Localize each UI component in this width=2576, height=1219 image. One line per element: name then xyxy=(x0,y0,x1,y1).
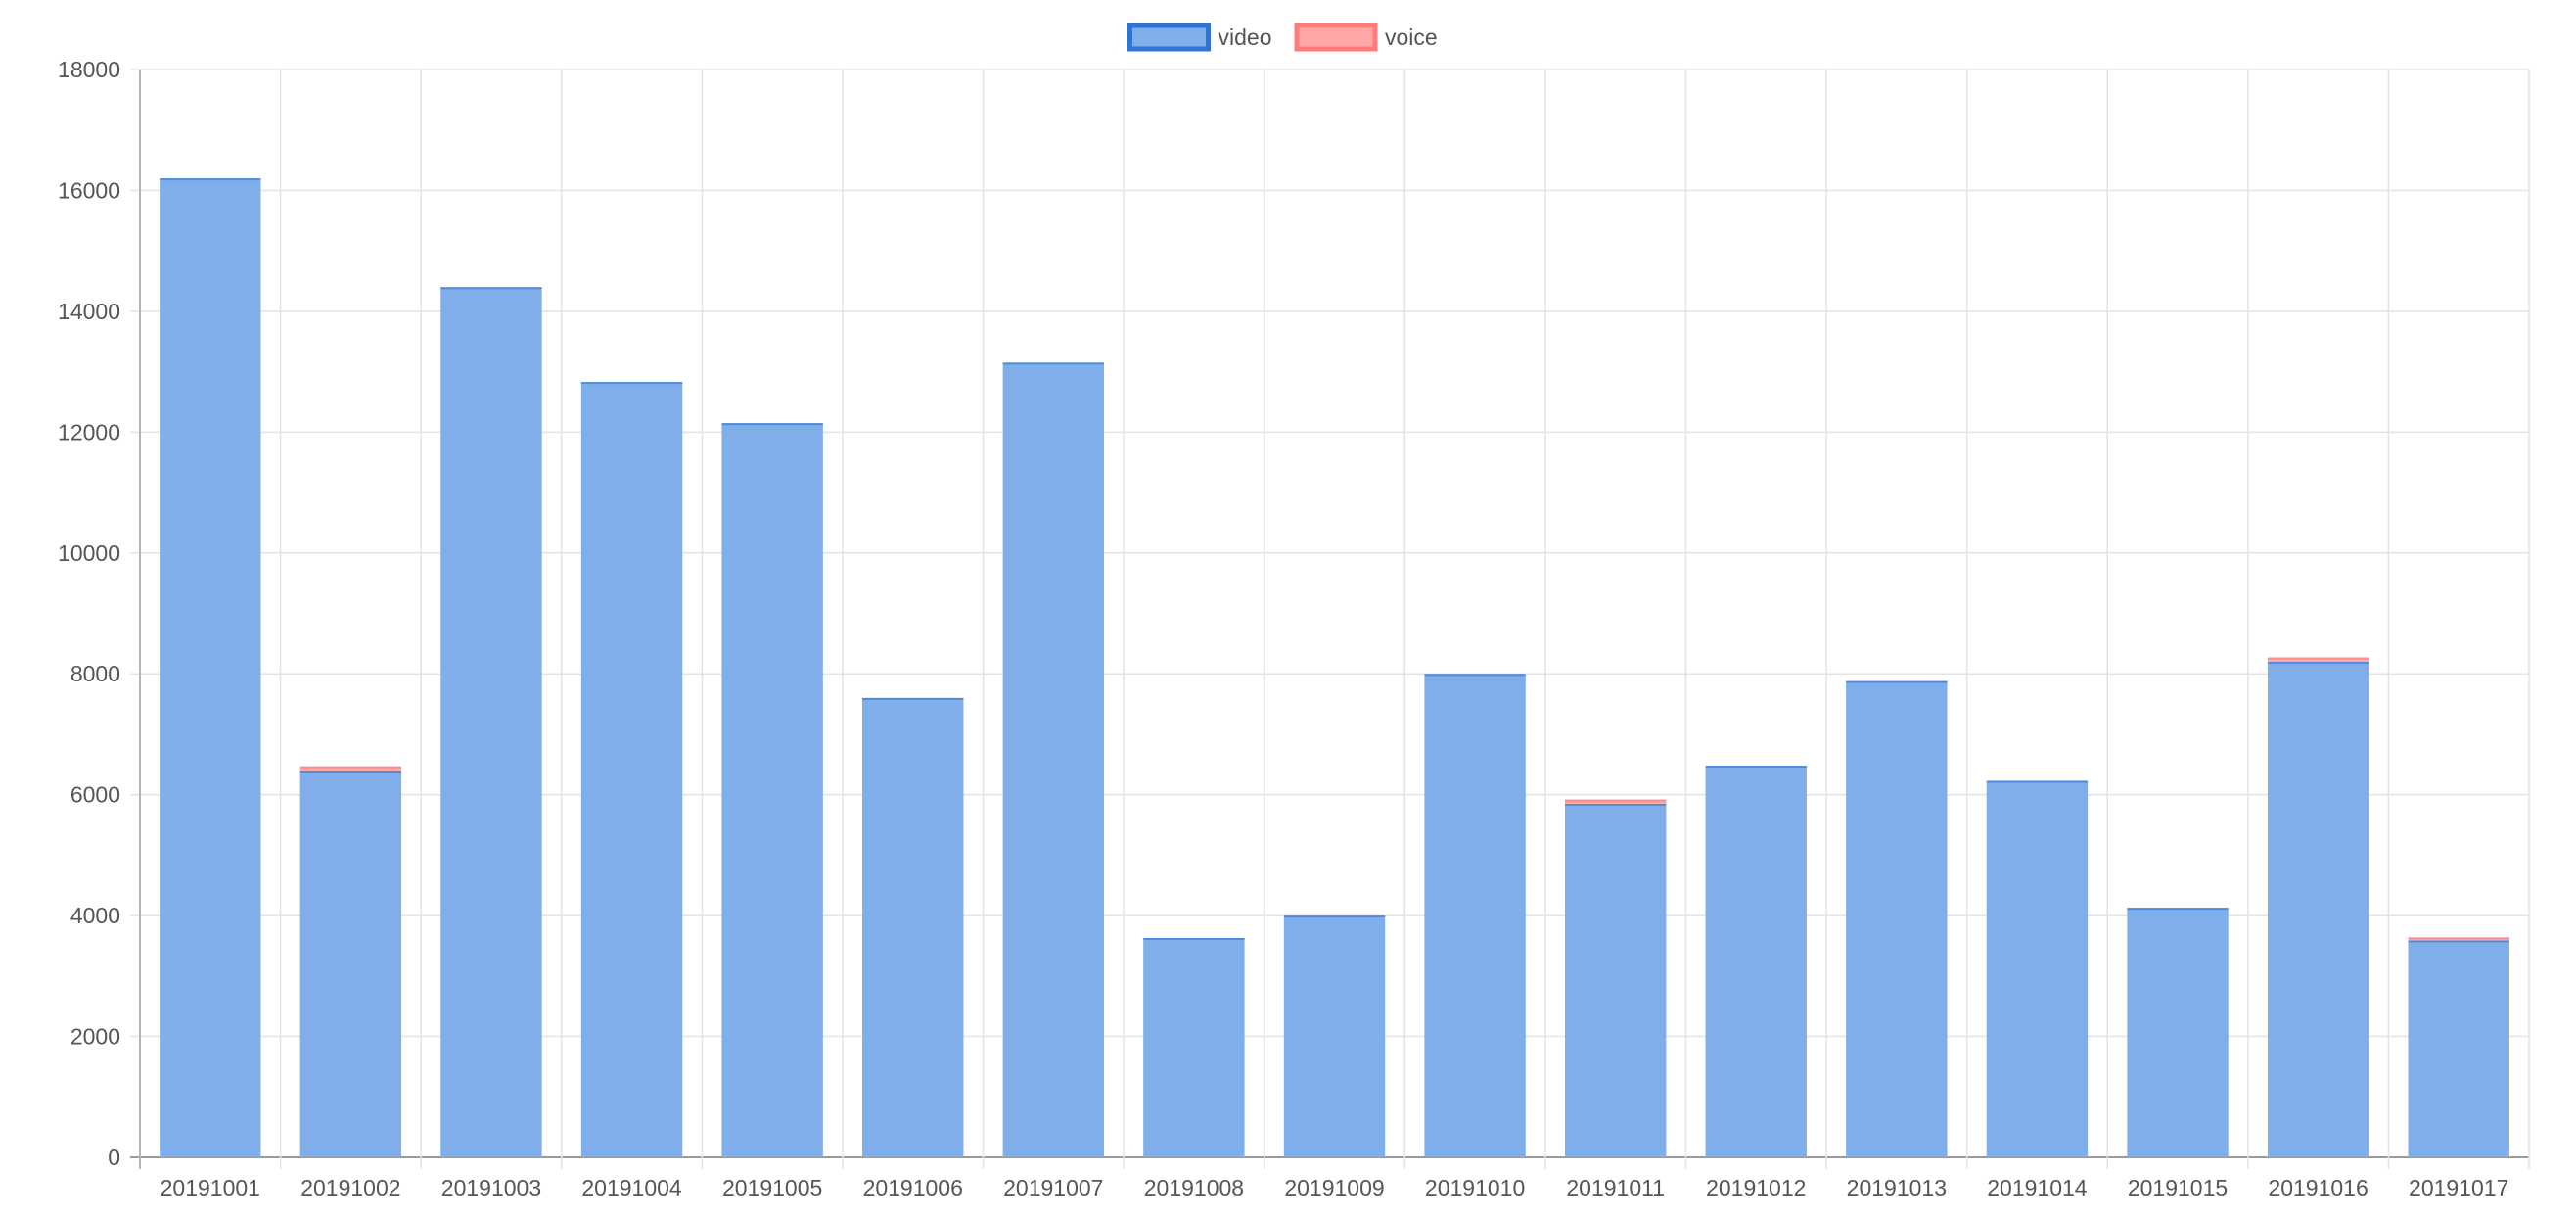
x-tick-label: 20191008 xyxy=(1144,1175,1244,1200)
legend-label-voice[interactable]: voice xyxy=(1385,24,1438,50)
axis-layer: 0 2000 4000 6000 8000 10000 12000 14000 16000 180… xyxy=(58,57,2508,1200)
x-tick-label: 20191017 xyxy=(2409,1175,2508,1200)
y-tick-label: 2000 xyxy=(70,1024,120,1050)
x-tick-label: 20191016 xyxy=(2268,1175,2368,1200)
bar-voice-20191011[interactable] xyxy=(1564,799,1667,804)
bar-video-20191005[interactable] xyxy=(721,423,823,1157)
x-tick-label: 20191009 xyxy=(1284,1175,1384,1200)
bar-video-20191012[interactable] xyxy=(1705,766,1807,1157)
bar-video-20191006[interactable] xyxy=(862,697,964,1157)
y-tick-label: 4000 xyxy=(70,903,120,928)
y-tick-label: 12000 xyxy=(58,419,120,445)
x-tick-label: 20191001 xyxy=(161,1175,260,1200)
y-tick-label: 14000 xyxy=(58,299,120,324)
legend: video voice xyxy=(1127,23,1438,52)
y-tick-label: 18000 xyxy=(58,57,120,82)
bar-video-20191014[interactable] xyxy=(1986,780,2089,1157)
legend-label-video[interactable]: video xyxy=(1219,24,1272,50)
bars-layer xyxy=(160,178,2509,1158)
bar-video-20191013[interactable] xyxy=(1846,680,1948,1157)
y-tick-label: 0 xyxy=(108,1145,120,1170)
x-tick-label: 20191006 xyxy=(863,1175,963,1200)
x-tick-label: 20191003 xyxy=(441,1175,541,1200)
x-tick-label: 20191004 xyxy=(581,1175,682,1200)
y-tick-label: 8000 xyxy=(70,661,120,686)
y-tick-label: 16000 xyxy=(58,177,120,203)
x-tick-label: 20191011 xyxy=(1566,1175,1665,1200)
bar-video-20191004[interactable] xyxy=(580,382,683,1157)
x-tick-label: 20191007 xyxy=(1003,1175,1103,1200)
legend-swatch-voice[interactable] xyxy=(1294,23,1378,52)
x-tick-label: 20191010 xyxy=(1425,1175,1525,1200)
bar-voice-20191002[interactable] xyxy=(299,766,402,771)
bar-voice-20191016[interactable] xyxy=(2267,657,2369,662)
bar-video-20191011[interactable] xyxy=(1564,803,1667,1157)
x-tick-label: 20191012 xyxy=(1706,1175,1806,1200)
bar-video-20191010[interactable] xyxy=(1424,674,1526,1157)
x-tick-label: 20191002 xyxy=(300,1175,400,1200)
y-tick-label: 6000 xyxy=(70,782,120,808)
bar-video-20191016[interactable] xyxy=(2267,661,2369,1157)
x-tick-label: 20191014 xyxy=(1987,1175,2088,1200)
y-tick-label: 10000 xyxy=(58,540,120,566)
bar-video-20191017[interactable] xyxy=(2408,940,2509,1157)
x-tick-label: 20191013 xyxy=(1847,1175,1947,1200)
x-tick-label: 20191015 xyxy=(2128,1175,2228,1200)
bar-video-20191008[interactable] xyxy=(1143,937,1245,1157)
bar-video-20191009[interactable] xyxy=(1283,915,1386,1157)
legend-swatch-video[interactable] xyxy=(1127,23,1211,52)
bar-video-20191003[interactable] xyxy=(440,287,542,1157)
bar-video-20191001[interactable] xyxy=(160,178,261,1158)
bar-video-20191002[interactable] xyxy=(299,770,402,1157)
x-tick-label: 20191005 xyxy=(722,1175,822,1200)
bar-video-20191007[interactable] xyxy=(1002,362,1105,1157)
bar-video-20191015[interactable] xyxy=(2127,908,2229,1157)
